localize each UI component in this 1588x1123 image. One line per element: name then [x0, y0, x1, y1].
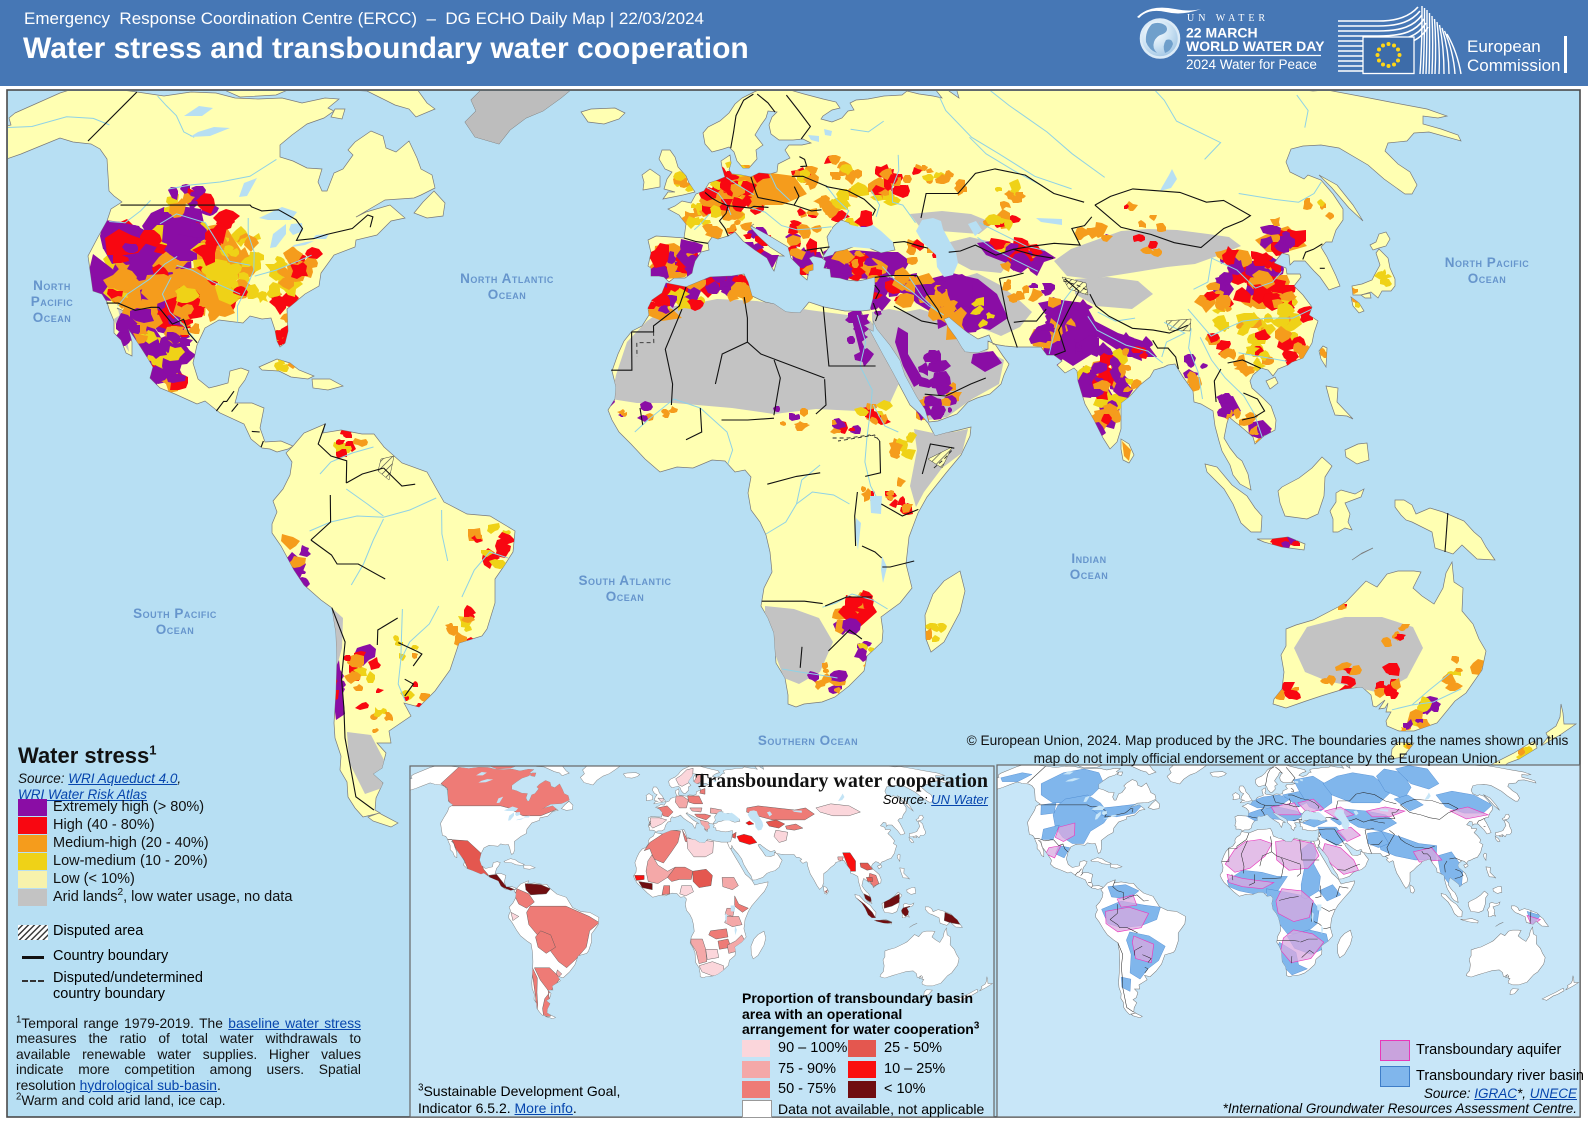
svg-text:North Atlantic: North Atlantic: [460, 271, 554, 286]
svg-text:WORLD WATER DAY: WORLD WATER DAY: [1186, 38, 1325, 54]
svg-text:Ocean: Ocean: [606, 589, 645, 604]
svg-text:Commission: Commission: [1467, 56, 1561, 75]
svg-text:2024 Water for Peace: 2024 Water for Peace: [1186, 57, 1317, 72]
svg-text:Ocean: Ocean: [488, 287, 527, 302]
svg-text:Southern Ocean: Southern Ocean: [758, 733, 858, 748]
svg-text:European: European: [1467, 37, 1541, 56]
svg-text:UN WATER: UN WATER: [1187, 13, 1269, 24]
svg-text:Ocean: Ocean: [1468, 271, 1507, 286]
svg-text:22 MARCH: 22 MARCH: [1186, 25, 1258, 41]
svg-text:South Pacific: South Pacific: [133, 606, 217, 621]
svg-text:South Atlantic: South Atlantic: [579, 573, 672, 588]
svg-text:Ocean: Ocean: [156, 622, 195, 637]
svg-text:Pacific: Pacific: [31, 294, 74, 309]
svg-text:North: North: [33, 278, 71, 293]
svg-text:Indian: Indian: [1071, 551, 1106, 566]
svg-text:Ocean: Ocean: [33, 310, 72, 325]
svg-text:North Pacific: North Pacific: [1445, 255, 1530, 270]
svg-text:Ocean: Ocean: [1070, 567, 1109, 582]
